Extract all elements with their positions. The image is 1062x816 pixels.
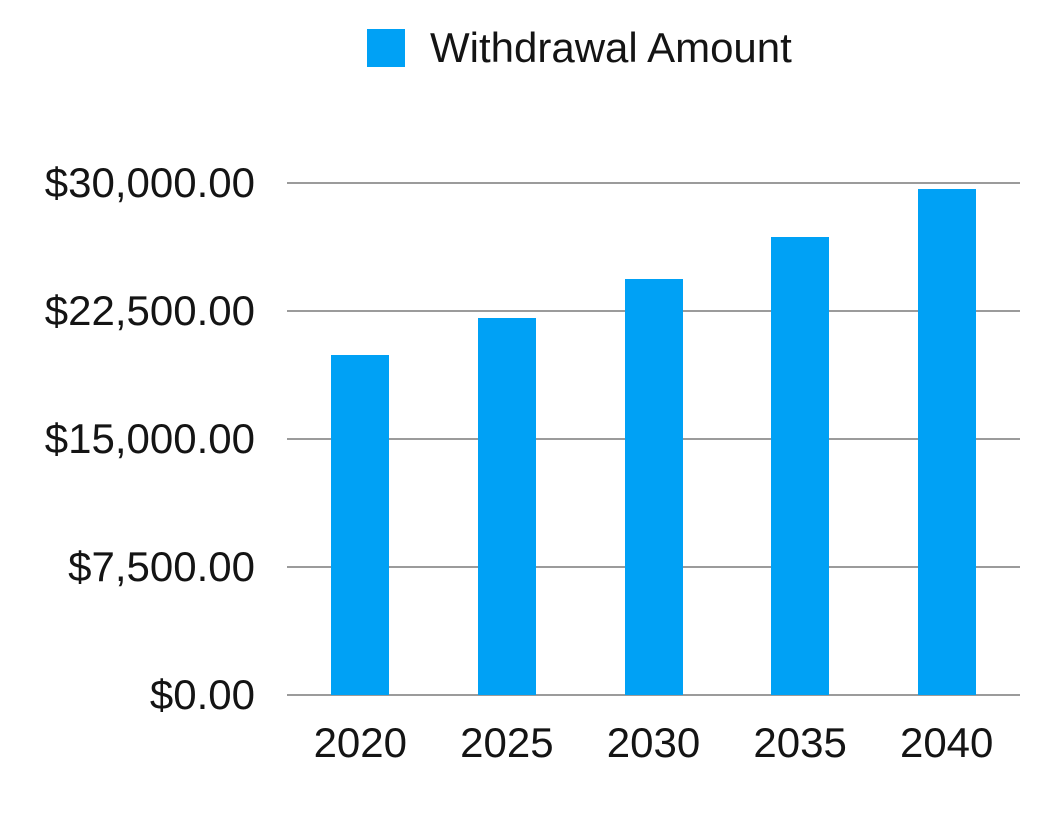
bar-2035 — [771, 236, 830, 695]
legend-swatch-icon — [367, 29, 405, 67]
gridline-0 — [287, 694, 1020, 696]
plot-area — [287, 182, 1020, 696]
bar-2040 — [917, 188, 976, 695]
gridline-30000 — [287, 182, 1020, 184]
bar-2020 — [331, 355, 390, 695]
x-tick-label-2025: 2025 — [460, 719, 554, 766]
chart-legend: Withdrawal Amount — [367, 27, 792, 69]
x-tick-label-2040: 2040 — [899, 719, 994, 766]
y-tick-label-22500: $22,500.00 — [44, 287, 255, 334]
y-tick-label-7500: $7,500.00 — [68, 543, 255, 590]
y-tick-label-15000: $15,000.00 — [44, 415, 255, 462]
y-tick-label-30000: $30,000.00 — [44, 159, 255, 206]
y-axis-labels: $30,000.00 $22,500.00 $15,000.00 $7,500.00 $… — [0, 0, 255, 816]
x-axis-labels: 2020 2025 2030 2035 2040 — [0, 722, 1062, 782]
y-tick-label-0: $0.00 — [149, 671, 255, 718]
bar-2025 — [477, 317, 536, 695]
x-tick-label-2020: 2020 — [313, 719, 408, 766]
legend-label: Withdrawal Amount — [430, 24, 792, 71]
x-tick-label-2035: 2035 — [753, 719, 847, 766]
x-tick-label-2030: 2030 — [606, 719, 701, 766]
bar-2030 — [624, 279, 683, 695]
